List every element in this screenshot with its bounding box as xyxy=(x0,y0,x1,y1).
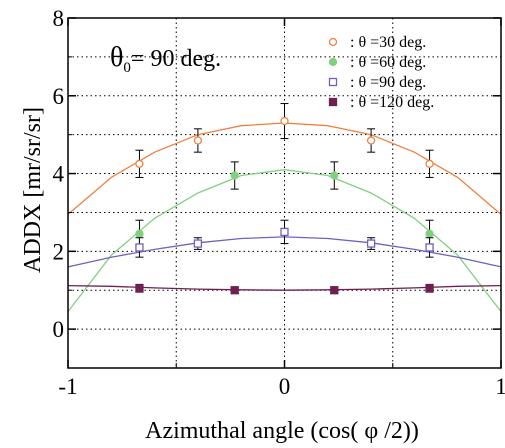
data-marker xyxy=(425,284,434,293)
data-marker xyxy=(330,171,339,180)
data-marker xyxy=(328,97,338,107)
data-marker xyxy=(135,284,144,293)
data-point-series-1 xyxy=(193,128,203,153)
annotation-symbol: θ xyxy=(110,42,123,73)
data-point-series-2 xyxy=(425,219,434,248)
x-tick-label: 0 xyxy=(279,374,291,399)
data-point-series-3 xyxy=(366,237,376,250)
y-tick-label: 0 xyxy=(53,317,65,342)
data-marker xyxy=(366,136,376,145)
data-point-series-3 xyxy=(425,237,434,258)
data-marker xyxy=(366,239,376,248)
theta0-annotation: θ0= 90 deg. xyxy=(110,42,221,76)
annotation-text: = 90 deg. xyxy=(131,46,221,72)
annotation-subscript: 0 xyxy=(123,60,131,76)
data-marker xyxy=(328,37,338,47)
data-marker xyxy=(330,286,339,295)
data-marker xyxy=(230,286,239,295)
data-point-series-3 xyxy=(193,237,203,250)
legend: : θ =30 deg. : θ =60 deg. : θ =90 deg. : θ … xyxy=(328,34,434,111)
legend-entry-3: : θ =90 deg. xyxy=(350,74,426,91)
axis-ticks: 0 2 4 6 8 -1 0 1 xyxy=(53,6,505,399)
data-marker xyxy=(425,243,434,252)
data-marker xyxy=(425,159,434,168)
data-point-series-4 xyxy=(230,286,239,295)
y-tick-label: 8 xyxy=(53,6,65,31)
data-point-series-4 xyxy=(135,283,144,293)
data-point-series-4 xyxy=(330,286,339,295)
data-point-series-3 xyxy=(280,219,289,245)
x-tick-label: -1 xyxy=(58,374,77,399)
svg-text:θ0= 90 deg.: θ0= 90 deg. xyxy=(110,42,221,76)
data-point-series-1 xyxy=(280,103,289,140)
data-point-series-2 xyxy=(230,161,239,190)
data-point-series-2 xyxy=(330,161,339,190)
data-marker xyxy=(193,239,203,248)
data-marker xyxy=(280,227,289,237)
data-point-series-4 xyxy=(425,283,434,293)
y-axis-title: ADDX [mr/sr/sr] xyxy=(20,107,46,273)
x-tick-label: 1 xyxy=(495,374,505,399)
data-marker xyxy=(135,159,144,168)
data-marker xyxy=(135,243,144,252)
fit-curve-series-4 xyxy=(67,284,502,291)
data-point-series-3 xyxy=(135,237,144,258)
data-marker xyxy=(425,229,434,238)
data-point-series-1 xyxy=(366,128,376,153)
data-marker xyxy=(280,116,289,126)
data-marker xyxy=(328,77,338,87)
data-marker xyxy=(135,229,144,238)
legend-entry-4: : θ =120 deg. xyxy=(350,94,434,111)
data-points xyxy=(135,103,434,295)
y-tick-label: 6 xyxy=(53,84,65,109)
data-marker xyxy=(193,136,203,145)
data-point-series-1 xyxy=(135,149,144,178)
y-tick-label: 4 xyxy=(53,162,65,187)
y-tick-label: 2 xyxy=(53,239,65,264)
legend-entry-1: : θ =30 deg. xyxy=(350,34,426,51)
x-axis-title: Azimuthal angle (cos( φ /2)) xyxy=(145,418,419,444)
legend-entry-2: : θ =60 deg. xyxy=(350,54,426,71)
data-marker xyxy=(328,57,338,67)
data-marker xyxy=(230,171,239,180)
data-point-series-1 xyxy=(425,149,434,178)
